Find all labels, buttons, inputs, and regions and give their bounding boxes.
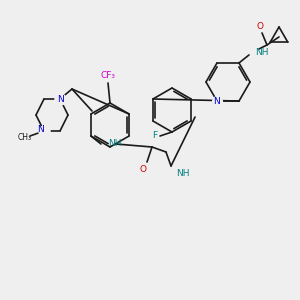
Text: O: O xyxy=(140,164,146,173)
Text: N: N xyxy=(57,94,63,103)
Text: O: O xyxy=(256,22,263,32)
Text: N: N xyxy=(37,125,44,134)
Text: CH₃: CH₃ xyxy=(18,133,32,142)
Text: NH: NH xyxy=(176,169,190,178)
Text: F: F xyxy=(152,131,158,140)
Text: CF₃: CF₃ xyxy=(100,70,116,80)
Text: NH: NH xyxy=(255,48,268,57)
Text: NH: NH xyxy=(108,140,122,148)
Text: N: N xyxy=(214,97,220,106)
